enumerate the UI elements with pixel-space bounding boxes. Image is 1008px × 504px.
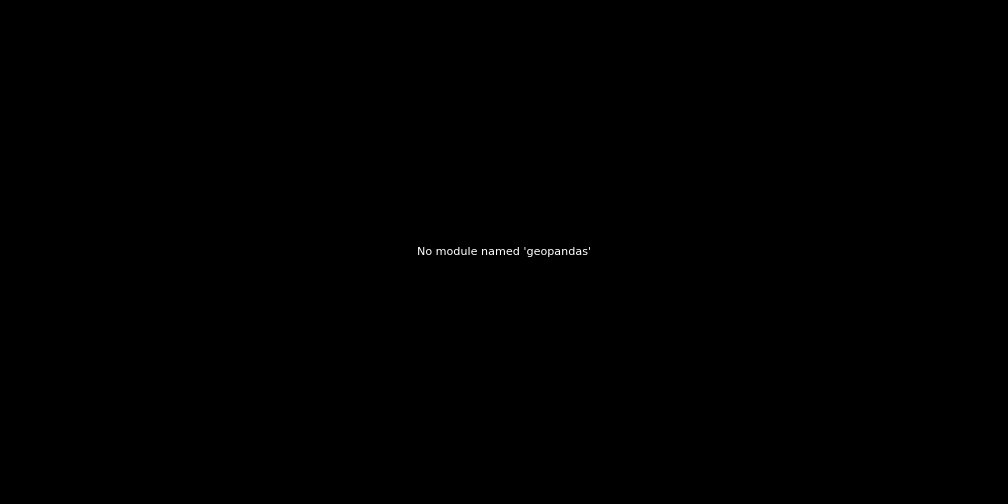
Text: No module named 'geopandas': No module named 'geopandas' xyxy=(417,247,591,257)
